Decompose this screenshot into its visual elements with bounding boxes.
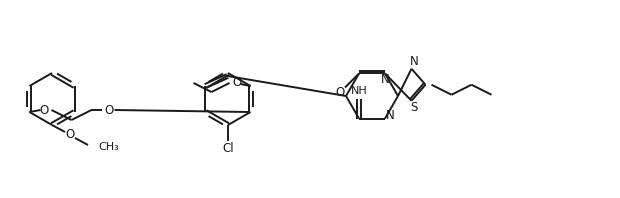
Text: O: O: [232, 76, 241, 89]
Text: O: O: [335, 86, 345, 99]
Text: NH: NH: [351, 86, 368, 95]
Text: O: O: [65, 129, 74, 142]
Text: N: N: [410, 55, 419, 68]
Text: N: N: [386, 109, 394, 122]
Text: N: N: [381, 73, 389, 86]
Text: CH₃: CH₃: [98, 142, 119, 152]
Text: S: S: [410, 101, 417, 114]
Text: O: O: [105, 104, 114, 116]
Text: Cl: Cl: [222, 142, 234, 154]
Text: O: O: [40, 104, 49, 116]
